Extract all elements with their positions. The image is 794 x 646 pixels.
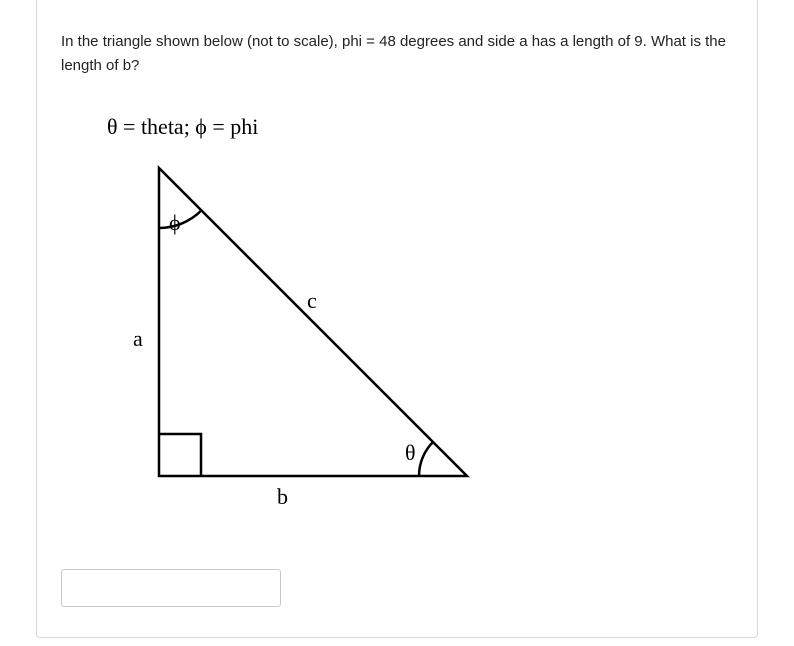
triangle-svg xyxy=(89,158,489,528)
answer-input[interactable] xyxy=(61,569,281,607)
triangle-figure: ϕ c a θ b xyxy=(89,158,469,538)
question-text: In the triangle shown below (not to scal… xyxy=(61,30,733,78)
theta-arc xyxy=(419,442,433,476)
theta-label: θ xyxy=(405,440,416,466)
question-card: In the triangle shown below (not to scal… xyxy=(36,0,758,638)
triangle-path xyxy=(159,168,467,476)
side-c-label: c xyxy=(307,288,317,314)
phi-label: ϕ xyxy=(169,210,181,236)
legend-text: θ = theta; ϕ = phi xyxy=(107,114,529,140)
side-a-label: a xyxy=(133,326,143,352)
right-angle-icon xyxy=(159,434,201,476)
side-b-label: b xyxy=(277,484,288,510)
diagram: θ = theta; ϕ = phi ϕ c a θ b xyxy=(89,114,529,538)
